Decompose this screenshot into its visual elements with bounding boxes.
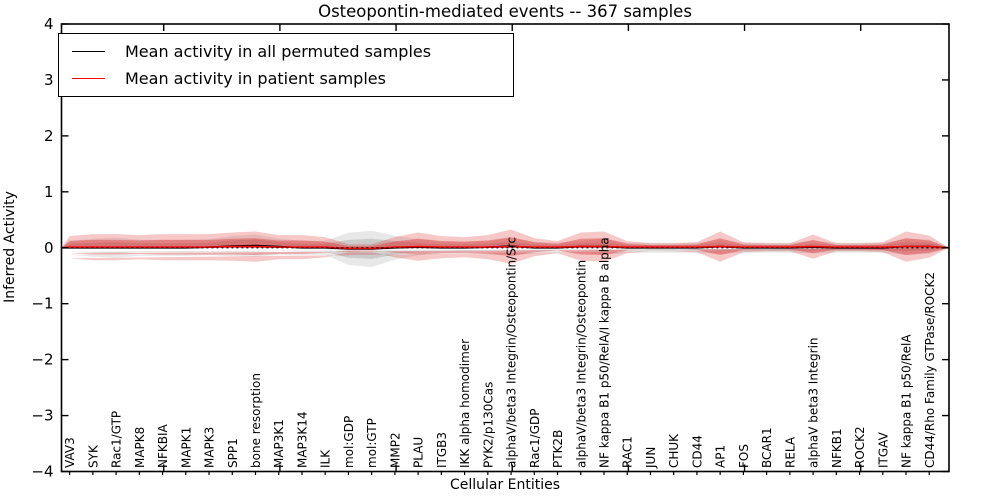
legend-item-permuted: Mean activity in all permuted samples xyxy=(59,42,513,61)
x-tick-label: NF kappa B1 p50/RelA xyxy=(900,334,914,468)
x-tick-label: FOS xyxy=(737,444,751,468)
x-tick-label: RAC1 xyxy=(621,436,635,468)
x-tick-label: ILK xyxy=(319,449,333,468)
x-tick-label: alphaV beta3 Integrin xyxy=(807,337,821,468)
x-tick-label: mol:GTP xyxy=(365,418,379,468)
x-tick-label: MAP3K14 xyxy=(296,411,310,468)
x-tick-label: ITGAV xyxy=(876,431,890,468)
y-tick-label: 3 xyxy=(44,71,54,89)
x-tick-label: NFKB1 xyxy=(830,428,844,468)
x-tick-label: alphaV/beta3 Integrin/Osteopontin/Src xyxy=(505,237,519,468)
y-axis-label: Inferred Activity xyxy=(2,191,18,303)
x-tick-label: MAPK3 xyxy=(203,427,217,468)
legend-label-permuted: Mean activity in all permuted samples xyxy=(125,42,431,61)
figure: −4 −3 −2 −1 0 1 2 3 4 VAV3 SYK Rac1/GTP MAPK8 NFKBIA M… xyxy=(0,0,1000,500)
legend: Mean activity in all permuted samples Me… xyxy=(58,33,514,97)
x-tick-label: CD44/Rho Family GTPase/ROCK2 xyxy=(923,272,937,468)
x-tick-label: SYK xyxy=(86,444,100,468)
x-tick-label: ITGB3 xyxy=(435,432,449,468)
x-tick-label: VAV3 xyxy=(63,437,77,468)
x-tick-label: CHUK xyxy=(667,433,681,468)
patient-line-swatch xyxy=(72,78,105,79)
x-tick-label: PYK2/p130Cas xyxy=(481,382,495,468)
x-tick-label: mol:GDP xyxy=(342,416,356,468)
x-tick-label: bone resorption xyxy=(249,373,263,468)
legend-item-patient: Mean activity in patient samples xyxy=(59,69,513,88)
x-tick-label: RELA xyxy=(783,436,797,468)
x-tick-label: MAP3K1 xyxy=(272,419,286,468)
legend-label-patient: Mean activity in patient samples xyxy=(125,69,386,88)
chart-title: Osteopontin-mediated events -- 367 sampl… xyxy=(62,2,948,21)
y-tick-label: −2 xyxy=(31,351,53,369)
y-tick-label: −3 xyxy=(31,407,53,425)
x-tick-label: NF kappa B1 p50/RelA/I kappa B alpha xyxy=(598,237,612,468)
x-tick-label: MAPK8 xyxy=(133,427,147,468)
x-axis-label: Cellular Entities xyxy=(62,477,948,493)
x-tick-label: alphaV/beta3 Integrin/Osteopontin xyxy=(574,260,588,468)
x-tick-label: CD44 xyxy=(690,435,704,468)
x-tick-label: SPP1 xyxy=(226,438,240,468)
y-tick-label: 2 xyxy=(44,127,54,145)
y-tick-label: 1 xyxy=(44,183,54,201)
x-tick-label: NFKBIA xyxy=(156,423,170,468)
y-tick-label: −4 xyxy=(31,463,53,481)
x-tick-label: BCAR1 xyxy=(760,427,774,468)
x-tick-label: MAPK1 xyxy=(179,427,193,468)
x-tick-label: ROCK2 xyxy=(853,426,867,468)
x-tick-label: IKK alpha homodimer xyxy=(458,339,472,468)
x-tick-label: Rac1/GTP xyxy=(110,411,124,468)
x-tick-label: AP1 xyxy=(714,445,728,468)
permuted-line-swatch xyxy=(72,51,105,52)
y-tick-label: 0 xyxy=(44,239,54,257)
x-tick-label: PLAU xyxy=(412,437,426,468)
y-tick-label: −1 xyxy=(31,295,53,313)
x-tick-label: JUN xyxy=(644,447,658,469)
x-tick-label: Rac1/GDP xyxy=(528,409,542,468)
x-tick-label: MMP2 xyxy=(388,432,402,468)
y-tick-label: 4 xyxy=(44,15,54,33)
x-tick-label: PTK2B xyxy=(551,430,565,468)
